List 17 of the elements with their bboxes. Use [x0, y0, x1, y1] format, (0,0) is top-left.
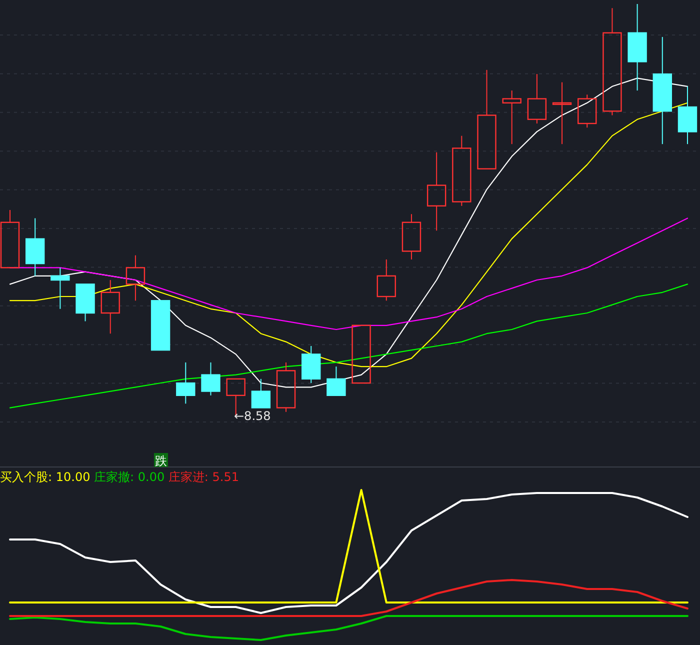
candlestick	[126, 254, 146, 302]
text: 庄家进: 5.51	[168, 470, 239, 484]
candlestick	[502, 90, 522, 145]
text: 跌	[155, 454, 167, 468]
candlestick	[50, 267, 70, 310]
candlestick	[552, 82, 572, 145]
candlestick	[426, 152, 446, 232]
candlestick	[176, 362, 196, 404]
candlestick	[652, 36, 672, 145]
annotation: ←8.58	[234, 409, 271, 423]
candlestick	[25, 218, 45, 276]
text: 买入个股: 10.00	[0, 470, 94, 484]
candlestick	[402, 214, 422, 260]
candlestick	[628, 4, 647, 92]
text: 庄家撤: 0.00	[94, 470, 168, 484]
candlestick	[100, 280, 120, 334]
candlestick	[678, 86, 698, 145]
